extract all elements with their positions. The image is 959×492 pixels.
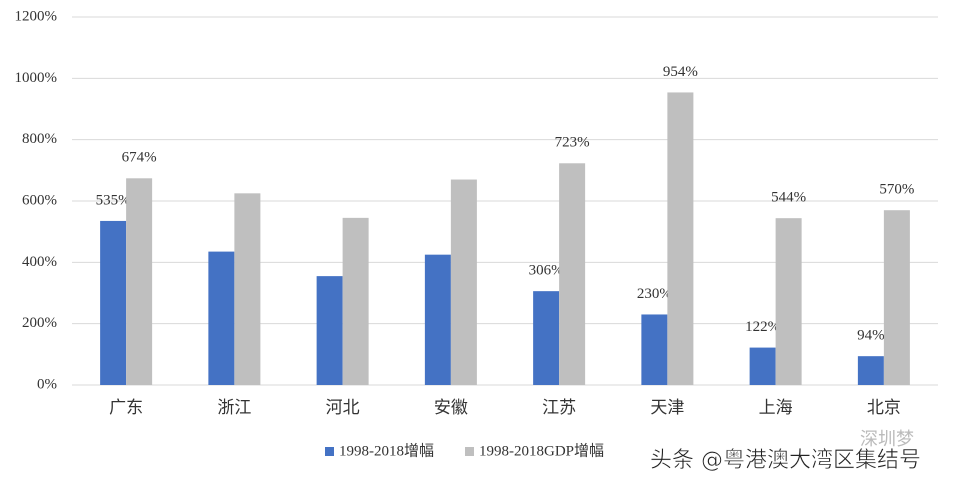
- watermark-small: 深圳梦: [860, 429, 914, 450]
- data-label: 94%: [857, 328, 885, 344]
- y-tick-label: 600%: [22, 192, 57, 208]
- legend-label: 1998-2018GDP增幅: [479, 442, 604, 459]
- data-label: 570%: [879, 182, 914, 198]
- watermark: 头条 @粤港澳大湾区集结号: [650, 448, 921, 473]
- y-tick-label: 1200%: [15, 8, 58, 24]
- data-label: 674%: [122, 150, 157, 166]
- data-label: 723%: [555, 135, 590, 151]
- data-label: 544%: [771, 190, 806, 206]
- y-tick-label: 800%: [22, 131, 57, 147]
- bar: [559, 163, 586, 385]
- bar: [234, 193, 261, 385]
- bar: [208, 251, 235, 385]
- x-tick-label: 北京: [867, 398, 901, 417]
- bar: [667, 92, 694, 385]
- bar: [450, 179, 477, 385]
- x-tick-label: 安徽: [434, 398, 468, 417]
- data-label: 535%: [96, 192, 131, 208]
- bar: [533, 291, 560, 385]
- x-tick-label: 河北: [326, 398, 360, 417]
- bar: [342, 217, 369, 385]
- bar: [749, 347, 776, 385]
- bar: [424, 254, 451, 385]
- legend-label: 1998-2018增幅: [339, 442, 434, 459]
- bar: [775, 218, 802, 385]
- x-tick-label: 广东: [109, 398, 143, 417]
- data-label: 306%: [529, 263, 564, 279]
- x-tick-label: 浙江: [217, 398, 251, 417]
- legend-swatch: [465, 447, 474, 456]
- x-tick-label: 天津: [650, 398, 684, 417]
- y-tick-label: 200%: [22, 315, 57, 331]
- x-tick-label: 上海: [759, 398, 793, 417]
- y-tick-label: 400%: [22, 254, 57, 270]
- x-tick-label: 江苏: [542, 398, 576, 417]
- bar: [883, 210, 910, 385]
- legend-swatch: [325, 447, 334, 456]
- data-label: 954%: [663, 64, 698, 80]
- data-label: 230%: [637, 286, 672, 302]
- bar: [641, 314, 668, 385]
- bar: [126, 178, 153, 385]
- bar: [316, 276, 343, 385]
- bar: [857, 356, 884, 385]
- data-label: 122%: [745, 319, 780, 335]
- y-tick-label: 1000%: [15, 70, 58, 86]
- y-tick-label: 0%: [37, 376, 57, 392]
- bar: [100, 220, 127, 385]
